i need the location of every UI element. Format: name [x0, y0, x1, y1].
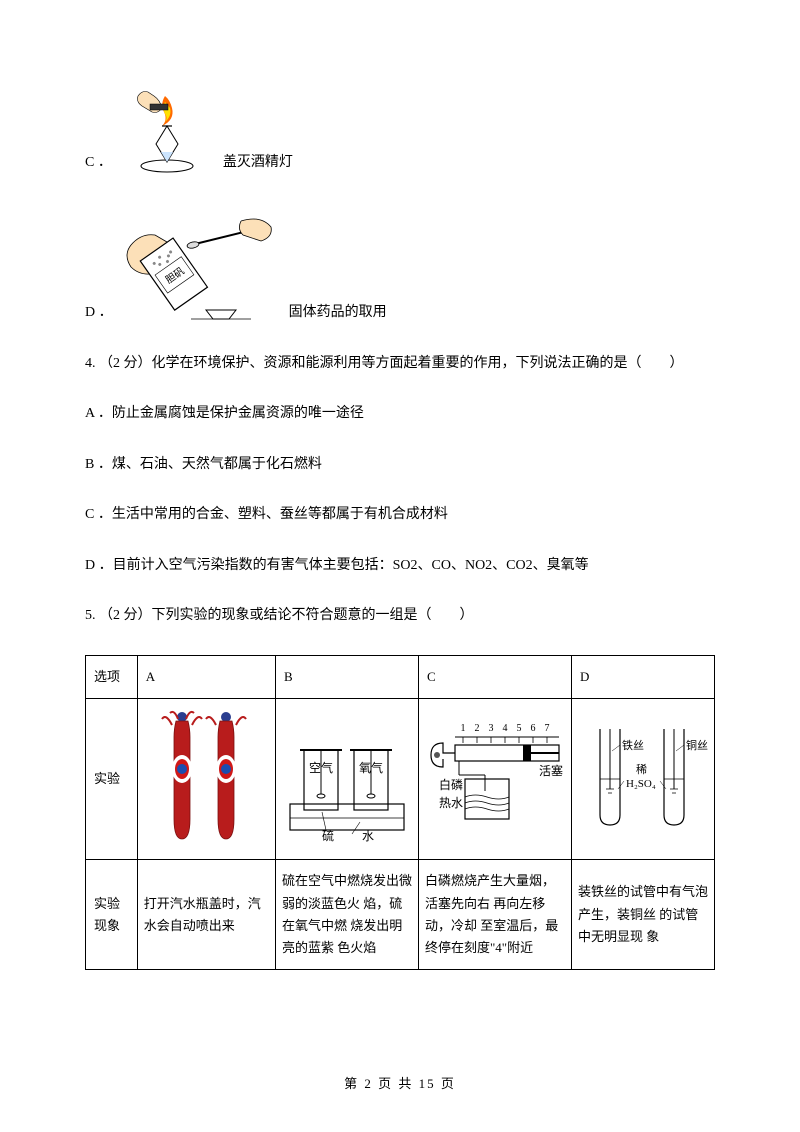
svg-text:3: 3: [488, 723, 493, 734]
diag-d-fe: 铁丝: [622, 739, 644, 752]
row-phen-label: 实验现象: [86, 860, 138, 969]
phen-d: 装铁丝的试管中有气泡产生，装铜丝 的试管中无明显现 象: [571, 860, 714, 969]
table-phenomenon-row: 实验现象 打开汽水瓶盖时，汽水会自动喷出来 硫在空气中燃烧发出微弱的淡蓝色火 焰…: [86, 860, 715, 969]
diag-d-cu: 铜丝: [686, 738, 708, 752]
phen-c: 白磷燃烧产生大量烟，活塞先向右 再向左移动，冷却 至室温后，最终停在刻度"4"附…: [418, 860, 571, 969]
header-option: 选项: [86, 656, 138, 699]
svg-text:6: 6: [530, 723, 535, 734]
svg-text:7: 7: [544, 723, 549, 734]
option-d-label: D ．: [85, 301, 113, 325]
option-d-row: D ． 胆矾: [85, 215, 715, 325]
question-5-stem: 5. （2 分）下列实验的现象或结论不符合题意的一组是（ ）: [85, 605, 715, 627]
svg-text:4: 4: [502, 723, 507, 734]
diag-d-acid1: 稀: [636, 763, 647, 776]
svg-text:2: 2: [474, 723, 479, 734]
phen-b: 硫在空气中燃烧发出微弱的淡蓝色火 焰，硫在氧气中燃 烧发出明亮的蓝紫 色火焰: [275, 860, 418, 969]
exp-c-image: 123 4567 活塞: [418, 699, 571, 860]
option-c-text: 盖灭酒精灯: [223, 151, 293, 175]
header-a: A: [137, 656, 275, 699]
table-experiment-row: 实验: [86, 699, 715, 860]
exp-d-image: 铁丝 铜丝 稀 H₂SO₄: [571, 699, 714, 860]
svg-text:1: 1: [460, 723, 465, 734]
option-d-text: 固体药品的取用: [289, 301, 387, 325]
phen-a: 打开汽水瓶盖时，汽水会自动喷出来: [137, 860, 275, 969]
option-d-image: 胆矾: [121, 215, 281, 325]
diag-c-p: 白磷: [439, 777, 463, 792]
experiment-table: 选项 A B C D 实验: [85, 655, 715, 969]
table-header-row: 选项 A B C D: [86, 656, 715, 699]
header-b: B: [275, 656, 418, 699]
diag-d-acid2: H₂SO₄: [626, 778, 656, 790]
diag-b-s: 硫: [322, 828, 334, 843]
option-c-row: C ． 盖灭酒精灯: [85, 90, 715, 175]
exp-a-image: [137, 699, 275, 860]
q4-option-d: D ．目前计入空气污染指数的有害气体主要包括：SO2、CO、NO2、CO2、臭氧…: [85, 555, 715, 577]
header-c: C: [418, 656, 571, 699]
exp-b-image: 空气 氧气 硫 水: [275, 699, 418, 860]
question-4-stem: 4. （2 分）化学在环境保护、资源和能源利用等方面起着重要的作用，下列说法正确…: [85, 353, 715, 375]
option-c-label: C ．: [85, 151, 112, 175]
diag-b-water: 水: [362, 829, 374, 843]
header-d: D: [571, 656, 714, 699]
diag-c-hot: 热水: [439, 796, 463, 810]
q4-option-a: A ．防止金属腐蚀是保护金属资源的唯一途径: [85, 403, 715, 425]
diag-c-piston: 活塞: [539, 763, 563, 778]
page-footer: 第 2 页 共 15 页: [0, 1073, 800, 1092]
q4-option-b: B ．煤、石油、天然气都属于化石燃料: [85, 454, 715, 476]
option-c-image: [120, 90, 215, 175]
row-exp-label: 实验: [86, 699, 138, 860]
q4-option-c: C ．生活中常用的合金、塑料、蚕丝等都属于有机合成材料: [85, 504, 715, 526]
svg-text:5: 5: [516, 723, 521, 734]
